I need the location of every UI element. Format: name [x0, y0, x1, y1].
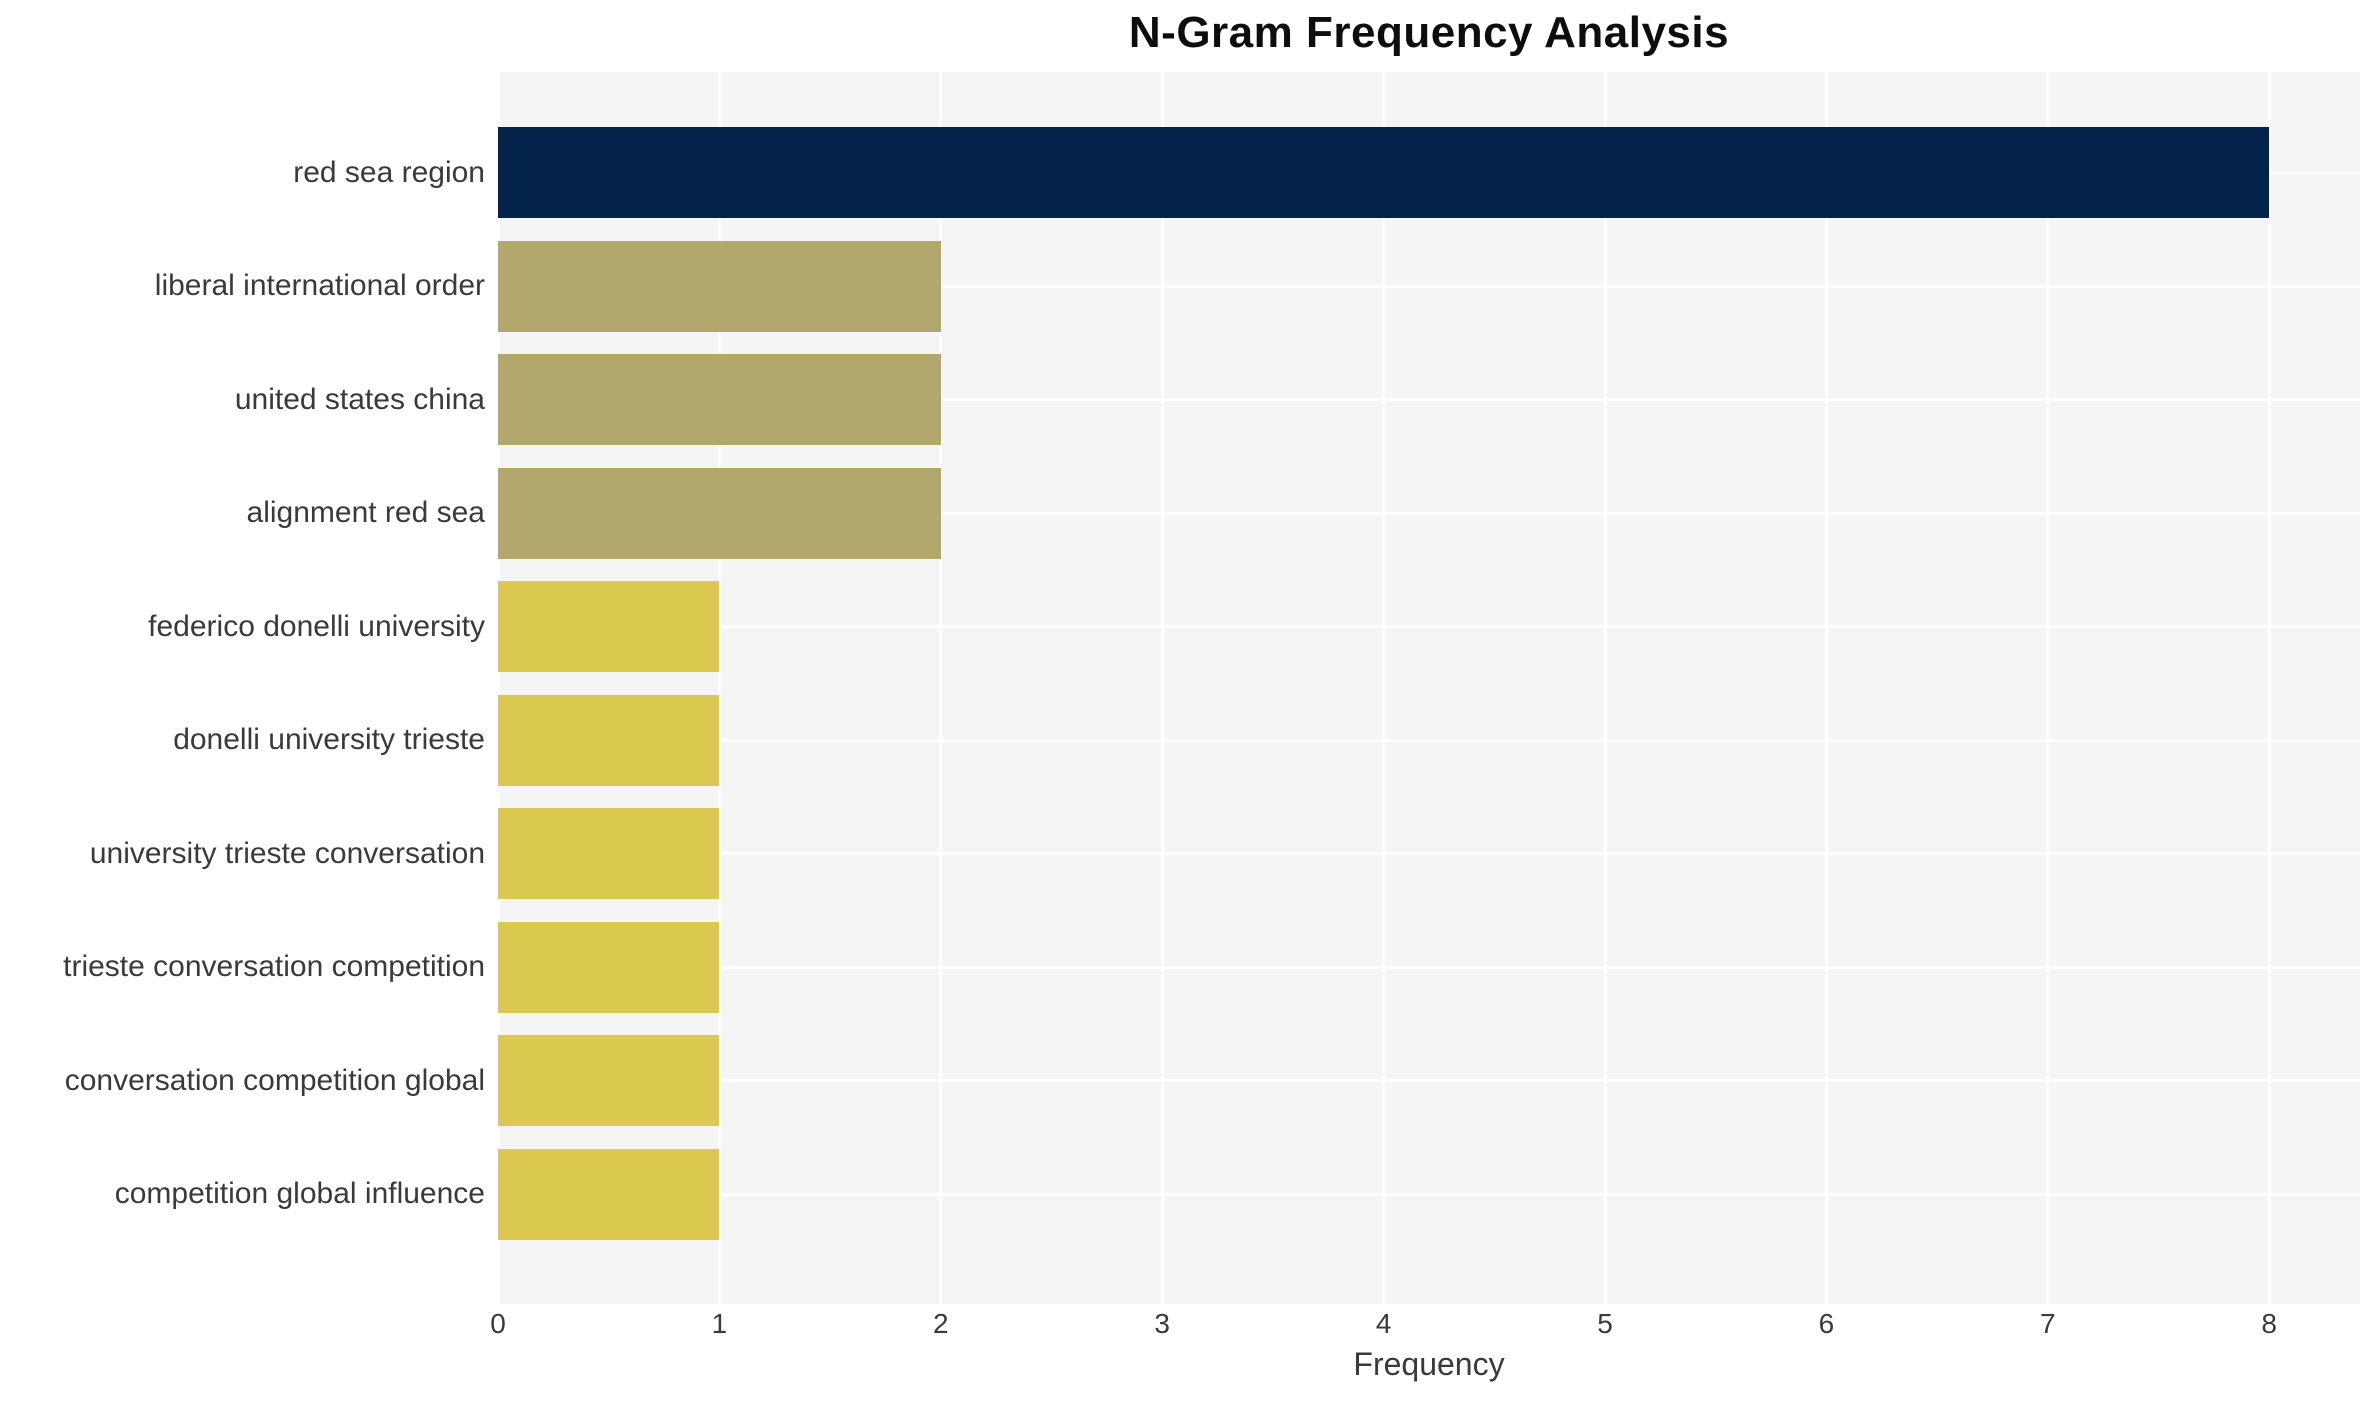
bar-trieste-conversation-competition	[498, 921, 720, 1013]
gridline-vertical	[2267, 72, 2271, 1304]
gridline-horizontal	[498, 511, 2360, 515]
x-tick-label: 2	[933, 1308, 949, 1339]
gridline-vertical	[498, 72, 500, 1304]
x-tick-label: 4	[1375, 1308, 1392, 1339]
bar-united-states-china	[498, 354, 941, 446]
gridline-vertical	[1160, 72, 1164, 1304]
gridline-horizontal	[498, 284, 2360, 288]
x-tick-label: 1	[711, 1308, 728, 1339]
category-label: trieste conversation competition	[63, 950, 485, 984]
bar-conversation-competition-global	[498, 1035, 720, 1127]
gridline-vertical	[717, 72, 721, 1304]
bar-donelli-university-trieste	[498, 694, 720, 786]
gridline-horizontal	[498, 852, 2360, 856]
x-axis-tick-labels: 0 1 2 3 4 5 6 7 8	[0, 1308, 2378, 1342]
category-label: alignment red sea	[246, 496, 485, 530]
x-tick-label: 0	[490, 1308, 506, 1339]
gridline-horizontal	[498, 1192, 2360, 1196]
bar-liberal-international-order	[498, 240, 941, 332]
gridline-vertical	[1382, 72, 1386, 1304]
category-label: competition global influence	[114, 1177, 485, 1211]
y-axis-category-labels: red sea region liberal international orde…	[0, 72, 485, 1304]
x-tick-label: 8	[2261, 1308, 2278, 1339]
gridline-vertical	[1603, 72, 1607, 1304]
x-tick-label: 3	[1154, 1308, 1170, 1339]
category-label: university trieste conversation	[89, 836, 485, 870]
bar-university-trieste-conversation	[498, 808, 720, 900]
gridline-horizontal	[498, 1079, 2360, 1083]
gridline-horizontal	[498, 738, 2360, 742]
bar-competition-global-influence	[498, 1148, 720, 1240]
category-label: federico donelli university	[148, 609, 485, 643]
chart-title: N-Gram Frequency Analysis	[1128, 8, 1730, 57]
bar-alignment-red-sea	[498, 467, 941, 559]
x-tick-label: 5	[1597, 1308, 1613, 1339]
plot-area	[498, 72, 2360, 1304]
gridline-vertical	[939, 72, 943, 1304]
category-label: donelli university trieste	[173, 723, 485, 757]
category-label: liberal international order	[154, 269, 485, 303]
bar-red-sea-region	[498, 127, 2270, 219]
category-label: united states china	[234, 382, 485, 416]
x-tick-label: 7	[2040, 1308, 2056, 1339]
gridline-vertical	[2046, 72, 2050, 1304]
category-label: red sea region	[293, 155, 485, 189]
category-label: conversation competition global	[64, 1063, 485, 1097]
x-axis-label: Frequency	[1353, 1346, 1505, 1382]
gridline-horizontal	[498, 625, 2360, 629]
gridline-vertical	[1824, 72, 1828, 1304]
gridline-horizontal	[498, 965, 2360, 969]
gridline-horizontal	[498, 398, 2360, 402]
x-tick-label: 6	[1818, 1308, 1835, 1339]
bar-federico-donelli-university	[498, 581, 720, 673]
